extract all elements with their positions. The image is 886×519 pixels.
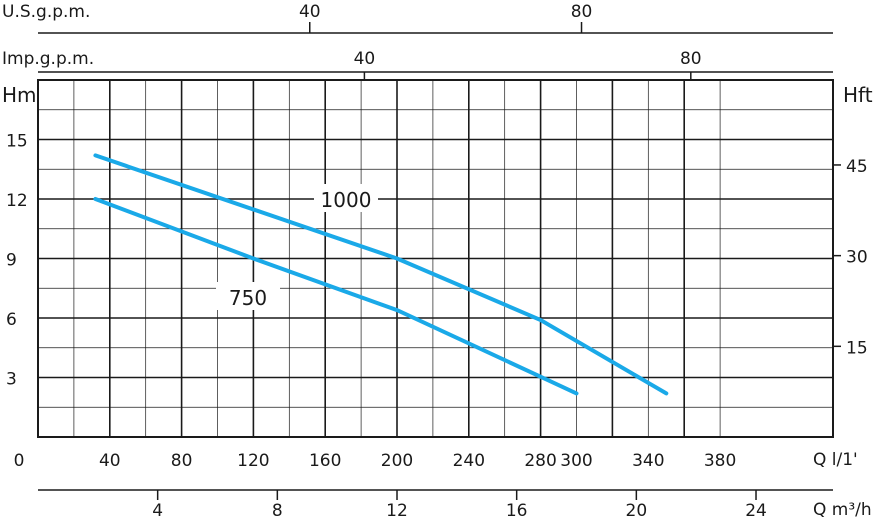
series-line-750 [93, 197, 579, 396]
x-primary-tick-label: 80 [171, 451, 193, 471]
y-left-tick-label: 3 [6, 370, 17, 390]
y-right-axis-title: Hft [843, 83, 873, 107]
usgpm-ticks: 40 80 [299, 2, 592, 33]
x-primary-tick-label: 40 [99, 451, 121, 471]
m3h-tick-label: 16 [506, 501, 528, 519]
plot-frame [37, 79, 834, 438]
y-left-tick-label: 6 [6, 310, 17, 330]
x-primary-tick-label: 380 [704, 451, 736, 471]
x-primary-ticks: 0 40 80 120 160 200 240 280 300 340 380 [14, 451, 737, 471]
series-label-750: 750 [229, 286, 267, 310]
usgpm-tick-label: 40 [299, 2, 321, 22]
series-label-bg [216, 282, 280, 310]
m3h-axis-title: Q m³/h [813, 500, 872, 519]
x-primary-tick-label: 340 [632, 451, 664, 471]
series-layer: 1000 750 [93, 153, 669, 396]
impgpm-tick-label: 80 [680, 49, 702, 69]
impgpm-tick-label: 40 [354, 49, 376, 69]
y-right-tick-label: 15 [846, 338, 868, 358]
y-right-ticks: 15 30 45 [833, 157, 868, 358]
x-primary-tick-label: 240 [453, 451, 485, 471]
usgpm-tick-label: 80 [571, 2, 593, 22]
impgpm-ticks: 40 80 [354, 49, 702, 80]
m3h-tick-label: 24 [745, 501, 767, 519]
y-right-tick-label: 45 [846, 157, 868, 177]
series-label-1000: 1000 [321, 188, 372, 212]
series-line-1000 [93, 153, 669, 396]
x-primary-tick-label: 200 [381, 451, 413, 471]
y-right-tick-label: 30 [846, 248, 868, 268]
y-left-tick-label: 12 [6, 191, 28, 211]
impgpm-axis-title: Imp.g.p.m. [2, 49, 94, 69]
m3h-ticks: 4 8 12 16 20 24 [152, 490, 767, 519]
m3h-tick-label: 4 [152, 501, 163, 519]
x-primary-axis-title: Q l/1' [813, 450, 858, 470]
x-primary-tick-label: 0 [14, 451, 25, 471]
m3h-tick-label: 12 [386, 501, 408, 519]
x-primary-tick-label: 300 [560, 451, 592, 471]
usgpm-axis-title: U.S.g.p.m. [2, 2, 90, 22]
y-left-tick-label: 15 [6, 132, 28, 152]
major-grid [38, 80, 833, 437]
series-label-bg [314, 184, 378, 212]
m3h-tick-label: 8 [272, 501, 283, 519]
m3h-tick-label: 20 [626, 501, 648, 519]
x-primary-tick-label: 280 [524, 451, 556, 471]
y-left-ticks: 3 6 9 12 15 [6, 132, 28, 390]
y-left-axis-title: Hm [2, 83, 37, 107]
x-primary-tick-label: 160 [309, 451, 341, 471]
y-left-tick-label: 9 [6, 251, 17, 271]
x-primary-tick-label: 120 [237, 451, 269, 471]
